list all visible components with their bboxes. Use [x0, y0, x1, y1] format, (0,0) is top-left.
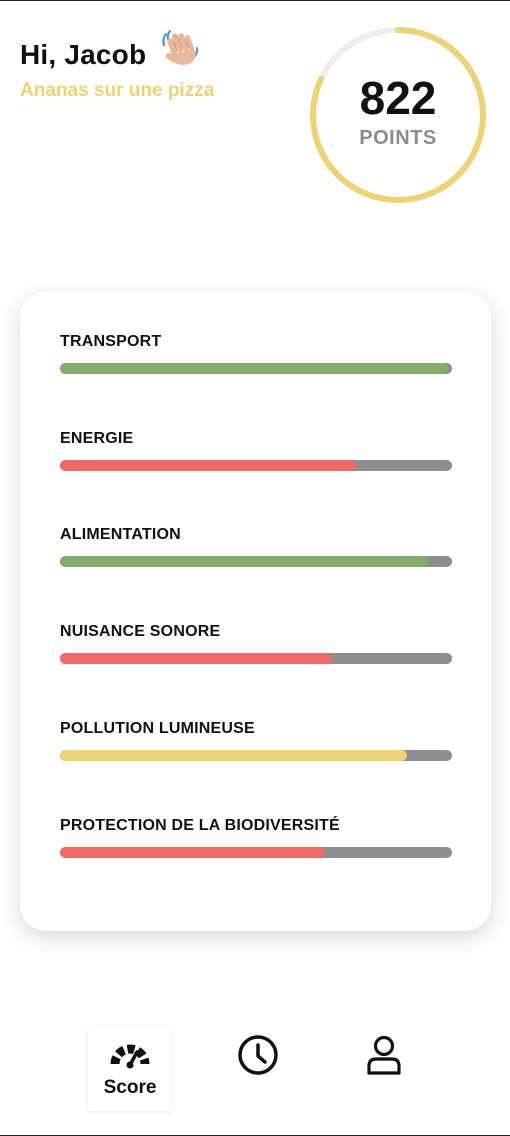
category-label: ALIMENTATION [60, 526, 181, 543]
greeting-row: Hi, Jacob [20, 30, 214, 76]
progress-bar-track [60, 847, 452, 858]
score-ring-progress [310, 27, 486, 203]
progress-bar-track [60, 750, 452, 761]
progress-bar-track [60, 653, 452, 664]
progress-bar-fill [60, 556, 429, 567]
category-pollution-lumineuse: POLLUTION LUMINEUSE [60, 720, 452, 761]
category-label: TRANSPORT [60, 333, 162, 350]
greeting-block: Hi, Jacob Ananas sur une pizza [20, 30, 215, 102]
progress-bar-track [60, 556, 452, 567]
progress-bar-track [60, 363, 452, 374]
category-nuisance-sonore: NUISANCE SONORE [60, 623, 452, 664]
category-energie: ENERGIE [60, 430, 452, 471]
category-label: POLLUTION LUMINEUSE [60, 720, 255, 737]
greeting-text: Hi, Jacob [20, 38, 147, 70]
category-transport: TRANSPORT [60, 333, 452, 374]
user-icon [367, 1035, 401, 1075]
category-protection-biodiversite: PROTECTION DE LA BIODIVERSITÉ [60, 817, 452, 858]
clock-icon [238, 1035, 278, 1075]
category-label: NUISANCE SONORE [60, 623, 221, 640]
greeting-subtitle: Ananas sur une pizza [20, 80, 215, 101]
progress-bar-fill [60, 363, 449, 374]
category-label: ENERGIE [60, 430, 134, 447]
waving-hand-icon [158, 27, 202, 76]
progress-bar-track [60, 460, 452, 471]
progress-bar-fill [60, 750, 407, 761]
nav-item-history[interactable] [216, 1027, 300, 1111]
nav-item-score[interactable]: Score [88, 1027, 172, 1111]
bottom-navigation: Score [0, 1027, 510, 1117]
category-alimentation: ALIMENTATION [60, 526, 452, 567]
score-ring-graphic [310, 27, 486, 203]
nav-label-score: Score [103, 1077, 157, 1098]
categories-card: TRANSPORT ENERGIE ALIMENTATION NUISANCE … [20, 291, 491, 931]
progress-bar-fill [60, 847, 325, 858]
progress-bar-fill [60, 460, 356, 471]
gauge-icon [110, 1044, 150, 1069]
progress-bar-fill [60, 653, 333, 664]
nav-item-profile[interactable] [342, 1027, 426, 1111]
score-label: POINTS [359, 127, 437, 149]
score-ring: 822 POINTS [308, 25, 488, 205]
category-label: PROTECTION DE LA BIODIVERSITÉ [60, 817, 340, 834]
score-value: 822 [359, 72, 437, 124]
